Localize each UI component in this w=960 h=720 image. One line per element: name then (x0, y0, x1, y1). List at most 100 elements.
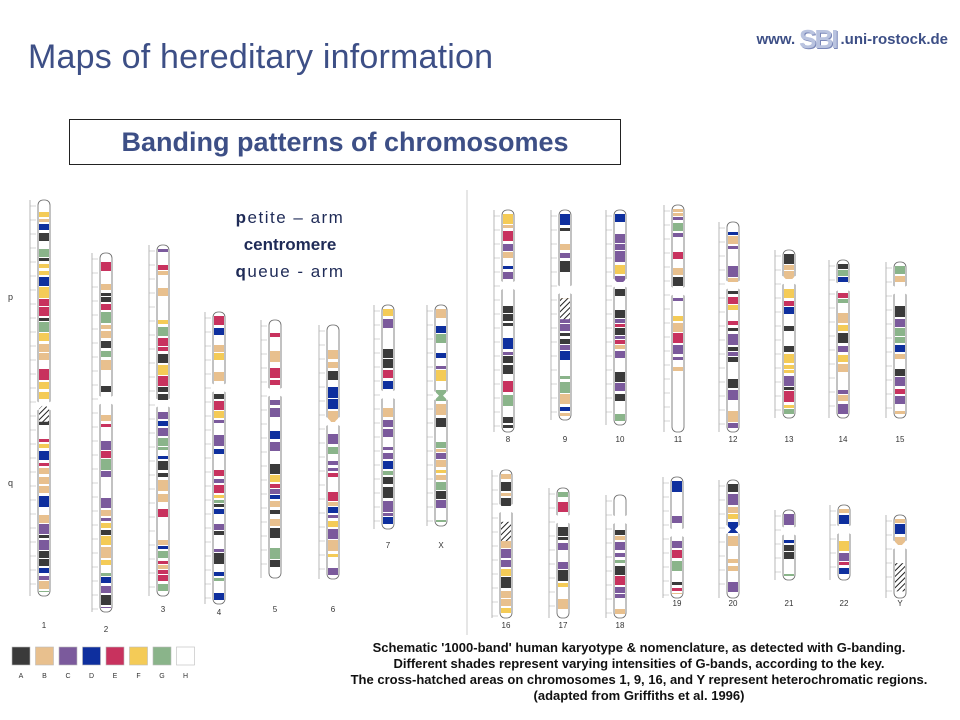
chromosome-1: 1 (29, 199, 51, 630)
band (503, 417, 513, 423)
band (214, 524, 224, 530)
band (328, 434, 338, 444)
band (560, 376, 570, 379)
band (728, 236, 738, 244)
band (615, 587, 625, 593)
band (328, 457, 338, 460)
band (383, 408, 393, 417)
centromere (558, 284, 572, 295)
band (101, 547, 111, 558)
band (615, 324, 625, 327)
band (615, 499, 625, 509)
band (328, 540, 338, 551)
band (39, 551, 49, 558)
band (838, 404, 848, 414)
band (560, 351, 570, 360)
band (270, 501, 280, 507)
band (784, 552, 794, 559)
band (214, 345, 224, 352)
heterochromatin-hatch (501, 521, 511, 542)
band (784, 391, 794, 402)
band (673, 363, 683, 366)
band (503, 260, 513, 264)
band (101, 498, 111, 508)
band (895, 362, 905, 366)
centromere (556, 514, 570, 525)
chromosome-label: 6 (331, 605, 336, 614)
band (158, 456, 168, 459)
band (672, 541, 682, 548)
centromere (99, 395, 113, 406)
centromere (893, 285, 907, 296)
band (784, 376, 794, 386)
band (158, 428, 168, 436)
band (895, 345, 905, 352)
band (270, 464, 280, 474)
band (615, 600, 625, 606)
band (503, 328, 513, 337)
band (728, 484, 738, 492)
band (158, 376, 168, 386)
p-side-label: p (8, 292, 13, 302)
band (503, 409, 513, 414)
band (158, 249, 168, 252)
q-arm-label: queue - arm (235, 262, 345, 281)
chromosome-label: Y (897, 599, 903, 608)
chromosome-6: 6 (318, 324, 340, 614)
band (158, 365, 168, 375)
chromosome-3: 3 (148, 244, 170, 614)
band (383, 420, 393, 427)
band (158, 473, 168, 477)
band (728, 321, 738, 325)
band (328, 492, 338, 501)
band (39, 591, 49, 592)
band (39, 271, 49, 275)
p-arm-label: petite – arm (235, 208, 345, 227)
band (838, 313, 848, 323)
band (503, 252, 513, 258)
band (503, 323, 513, 326)
band (383, 487, 393, 498)
chromosome-4: 4 (204, 311, 226, 617)
band (436, 370, 446, 381)
band (383, 513, 393, 516)
band (503, 225, 513, 228)
band (214, 578, 224, 581)
band (270, 510, 280, 514)
band (214, 549, 224, 552)
band (672, 516, 682, 523)
chromosome-label: 9 (563, 435, 568, 444)
band (673, 240, 683, 251)
band (158, 387, 168, 392)
band (895, 411, 905, 414)
band (673, 252, 683, 259)
band (838, 380, 848, 387)
band (728, 266, 738, 277)
site-url[interactable]: www. SBI .uni-rostock.de (757, 24, 948, 55)
band (101, 518, 111, 521)
band (728, 328, 738, 331)
band (558, 588, 568, 597)
band (503, 295, 513, 305)
band (672, 550, 682, 558)
chromosome-label: 3 (161, 605, 166, 614)
band (328, 387, 338, 398)
centromere (670, 527, 684, 538)
band (270, 368, 280, 378)
section-subtitle: Banding patterns of chromosomes (69, 119, 621, 165)
band (784, 271, 794, 279)
band (158, 518, 168, 529)
band (436, 430, 446, 439)
chromosome-11: 11 (663, 204, 685, 444)
band (436, 353, 446, 358)
band (101, 479, 111, 484)
band (214, 517, 224, 522)
band (672, 500, 682, 507)
band (101, 351, 111, 357)
band (270, 400, 280, 405)
band (158, 312, 168, 318)
band (560, 407, 570, 411)
band (501, 474, 511, 479)
band (101, 293, 111, 296)
band (784, 560, 794, 571)
